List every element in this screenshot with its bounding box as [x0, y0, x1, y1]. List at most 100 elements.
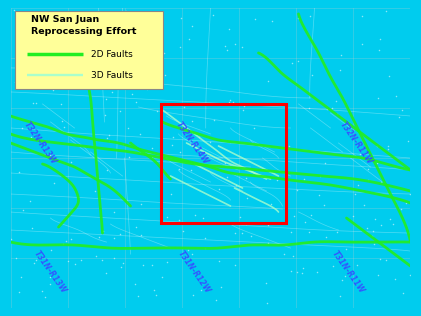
Point: [251, 125, 258, 131]
Point: [39, 288, 46, 293]
Point: [18, 126, 25, 131]
Point: [149, 146, 156, 151]
Point: [105, 139, 112, 144]
Point: [242, 221, 249, 226]
Point: [33, 257, 40, 262]
Point: [135, 293, 141, 298]
Point: [224, 175, 230, 180]
Point: [216, 186, 223, 191]
Point: [100, 229, 107, 234]
Point: [333, 112, 340, 117]
Point: [68, 72, 75, 77]
Text: T32N-R14W: T32N-R14W: [174, 120, 210, 166]
Point: [132, 225, 139, 230]
Point: [383, 9, 390, 14]
Point: [314, 269, 321, 274]
Point: [46, 281, 53, 286]
Point: [33, 100, 40, 106]
Point: [239, 231, 245, 236]
Point: [30, 100, 37, 105]
Point: [232, 41, 238, 46]
Point: [233, 172, 240, 177]
Point: [361, 202, 368, 207]
Point: [34, 132, 40, 137]
Point: [103, 97, 109, 102]
Point: [67, 32, 73, 37]
Point: [164, 260, 171, 265]
Point: [15, 169, 22, 174]
Point: [42, 295, 49, 300]
Point: [154, 109, 161, 114]
Point: [111, 256, 118, 261]
Point: [249, 221, 256, 226]
Point: [243, 195, 250, 200]
Point: [201, 245, 208, 250]
Point: [103, 136, 110, 141]
Point: [300, 265, 307, 270]
Point: [77, 70, 84, 76]
Point: [169, 143, 176, 148]
Point: [370, 228, 377, 233]
Point: [402, 200, 409, 205]
Point: [291, 214, 298, 219]
Point: [18, 275, 24, 280]
Point: [299, 270, 306, 275]
Point: [170, 134, 177, 139]
Point: [337, 52, 344, 58]
Point: [240, 108, 246, 113]
Point: [274, 178, 280, 183]
Point: [175, 166, 182, 171]
Point: [386, 74, 393, 79]
Point: [224, 48, 231, 53]
FancyBboxPatch shape: [14, 11, 163, 89]
Point: [263, 280, 269, 285]
Text: T31N-R13W: T31N-R13W: [32, 249, 69, 295]
Point: [8, 236, 14, 241]
Point: [236, 215, 243, 220]
Point: [27, 135, 34, 140]
Point: [153, 293, 160, 298]
Point: [269, 18, 275, 23]
Point: [405, 139, 412, 144]
Point: [384, 143, 391, 149]
Point: [400, 291, 406, 296]
Point: [232, 182, 239, 187]
Point: [337, 68, 344, 73]
Point: [324, 106, 330, 111]
Point: [21, 37, 28, 42]
Point: [383, 258, 389, 263]
Point: [47, 248, 54, 253]
Point: [308, 212, 314, 217]
Point: [305, 230, 312, 235]
Point: [125, 155, 132, 160]
Point: [222, 161, 229, 166]
Point: [149, 263, 155, 268]
Text: 3D Faults: 3D Faults: [91, 71, 132, 80]
Point: [206, 140, 213, 145]
Point: [107, 15, 113, 21]
Point: [59, 118, 66, 123]
Point: [288, 230, 295, 235]
Point: [365, 167, 372, 172]
Point: [160, 50, 167, 55]
Point: [120, 142, 126, 147]
Point: [198, 288, 205, 293]
Point: [188, 252, 195, 257]
Point: [372, 216, 378, 222]
Point: [342, 274, 349, 279]
Point: [16, 290, 22, 295]
Point: [78, 257, 85, 262]
Point: [232, 230, 239, 235]
Point: [365, 178, 371, 183]
Point: [399, 108, 406, 113]
Point: [378, 179, 384, 185]
Point: [19, 207, 26, 212]
Point: [328, 105, 335, 110]
Point: [210, 13, 216, 18]
Point: [176, 149, 183, 155]
Point: [176, 45, 183, 50]
Bar: [160, 104, 286, 222]
Point: [181, 104, 188, 109]
Point: [390, 222, 397, 227]
Point: [306, 105, 313, 110]
